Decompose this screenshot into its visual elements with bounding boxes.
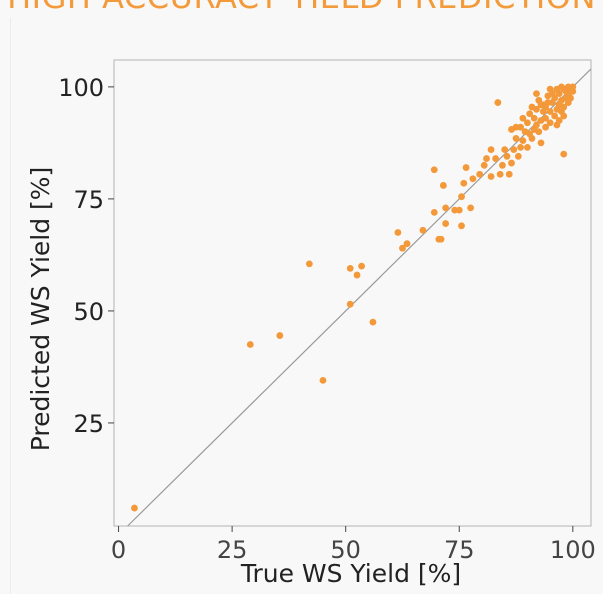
data-point — [403, 240, 411, 248]
data-point — [476, 170, 484, 178]
x-tick-label: 0 — [111, 536, 126, 564]
data-point — [458, 193, 465, 201]
data-point — [555, 117, 563, 124]
x-tick-label: 75 — [444, 536, 475, 564]
data-point — [510, 146, 518, 154]
data-point — [519, 114, 527, 122]
data-point — [437, 235, 445, 243]
data-point — [305, 260, 313, 268]
y-tick-label: 100 — [58, 74, 104, 102]
data-point — [528, 103, 536, 111]
y-tick-label: 75 — [73, 186, 104, 214]
data-point — [542, 123, 549, 131]
data-point — [530, 114, 538, 122]
data-point — [492, 155, 499, 162]
data-point — [487, 146, 495, 154]
data-point — [560, 150, 568, 158]
data-point — [499, 161, 506, 169]
data-point — [537, 101, 545, 109]
data-point — [533, 90, 540, 98]
data-point — [551, 112, 559, 120]
data-point — [546, 108, 554, 115]
x-tick-label: 50 — [330, 536, 361, 564]
data-point — [467, 204, 475, 212]
data-point — [524, 143, 531, 151]
diagonal-reference-line — [127, 68, 592, 527]
data-point — [564, 99, 572, 106]
data-point — [505, 170, 513, 178]
y-tick-label: 25 — [73, 410, 104, 438]
data-point — [508, 159, 515, 167]
data-point — [487, 173, 495, 180]
y-axis-label: Predicted WS Yield [%] — [26, 167, 55, 452]
data-point — [512, 123, 520, 131]
data-point — [530, 126, 538, 133]
data-point — [462, 164, 470, 171]
data-point — [346, 300, 354, 308]
data-point — [394, 229, 402, 236]
x-axis-label: True WS Yield [%] — [240, 559, 461, 588]
data-point — [494, 99, 502, 106]
data-point — [319, 376, 327, 384]
data-point — [546, 119, 554, 127]
data-point — [419, 226, 427, 234]
chart-panel: 0 25 50 75 100 25 50 75 100 True WS Yield [%] Pr… — [10, 18, 601, 594]
data-point — [524, 119, 531, 127]
page-title: HIGH ACCURACY YIELD PREDICTION — [0, 0, 603, 12]
data-point — [501, 146, 509, 154]
data-point — [496, 170, 504, 178]
data-point — [569, 87, 577, 95]
data-point — [517, 143, 524, 151]
data-point — [399, 244, 406, 252]
data-point — [469, 175, 477, 183]
data-point — [519, 137, 527, 145]
data-point — [353, 271, 361, 279]
data-point — [526, 110, 534, 118]
data-point — [542, 114, 549, 122]
data-point — [560, 112, 568, 120]
data-point — [458, 222, 465, 230]
data-point — [514, 152, 522, 160]
scatter-chart: 0 25 50 75 100 25 50 75 100 True WS Yield [%] Pr… — [26, 59, 596, 588]
data-point — [430, 166, 438, 174]
data-point — [430, 208, 438, 216]
plot-frame — [113, 59, 592, 527]
data-point — [480, 161, 488, 169]
data-point — [460, 179, 468, 187]
data-point — [528, 135, 536, 142]
data-point — [131, 504, 138, 512]
data-point — [369, 318, 377, 326]
data-point — [455, 206, 463, 214]
data-point — [560, 103, 568, 111]
data-point — [276, 332, 284, 339]
data-point — [442, 204, 450, 212]
data-point — [558, 83, 565, 91]
data-point — [483, 155, 490, 162]
data-point — [537, 139, 545, 147]
data-point — [512, 135, 520, 142]
y-tick-label: 50 — [73, 298, 104, 326]
data-point — [358, 262, 365, 270]
data-point — [439, 182, 447, 189]
x-tick-label: 25 — [217, 536, 248, 564]
data-point — [442, 220, 450, 227]
data-point — [346, 264, 354, 272]
data-point — [546, 85, 554, 93]
x-tick-label: 100 — [550, 536, 596, 564]
data-point — [503, 152, 511, 160]
data-point — [246, 341, 254, 348]
